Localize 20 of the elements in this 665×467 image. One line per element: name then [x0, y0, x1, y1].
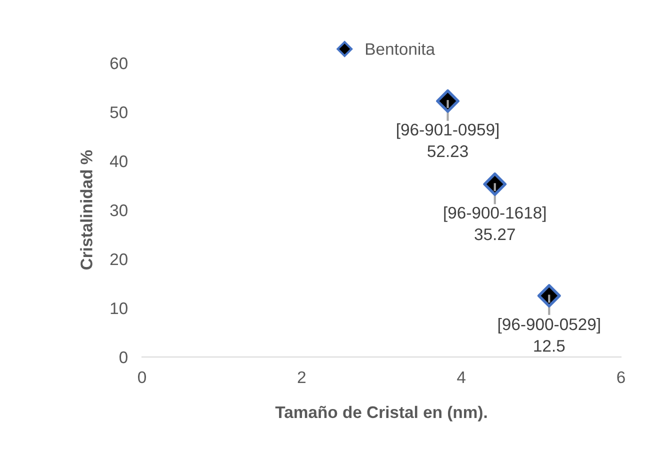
x-tick-label: 4 — [457, 372, 466, 383]
y-tick-label: 20 — [110, 253, 128, 266]
y-tick-label: 40 — [110, 155, 128, 168]
legend-label: Bentonita — [366, 42, 436, 55]
x-axis-title: Tamaño de Cristal en (nm). — [275, 406, 487, 422]
data-label: [96-901-0959] 52.23 — [397, 123, 498, 158]
y-tick-label: 30 — [110, 204, 128, 216]
point — [483, 172, 507, 196]
y-tick-label: 0 — [119, 351, 128, 364]
y-axis-title: Cristalinidad % — [80, 150, 92, 270]
y-tick-label: 50 — [110, 106, 128, 118]
point — [537, 284, 561, 308]
x-tick-label: 2 — [298, 371, 306, 383]
data-label: [96-900-1618] 35.27 — [444, 206, 546, 240]
y-tick-label: 10 — [110, 302, 128, 314]
x-tick-label: 0 — [138, 371, 146, 384]
data-label: [96-900-0529] 12.5 — [498, 318, 600, 352]
y-tick-label: 60 — [110, 57, 128, 70]
x-tick-label: 6 — [617, 371, 625, 384]
point — [436, 89, 460, 113]
